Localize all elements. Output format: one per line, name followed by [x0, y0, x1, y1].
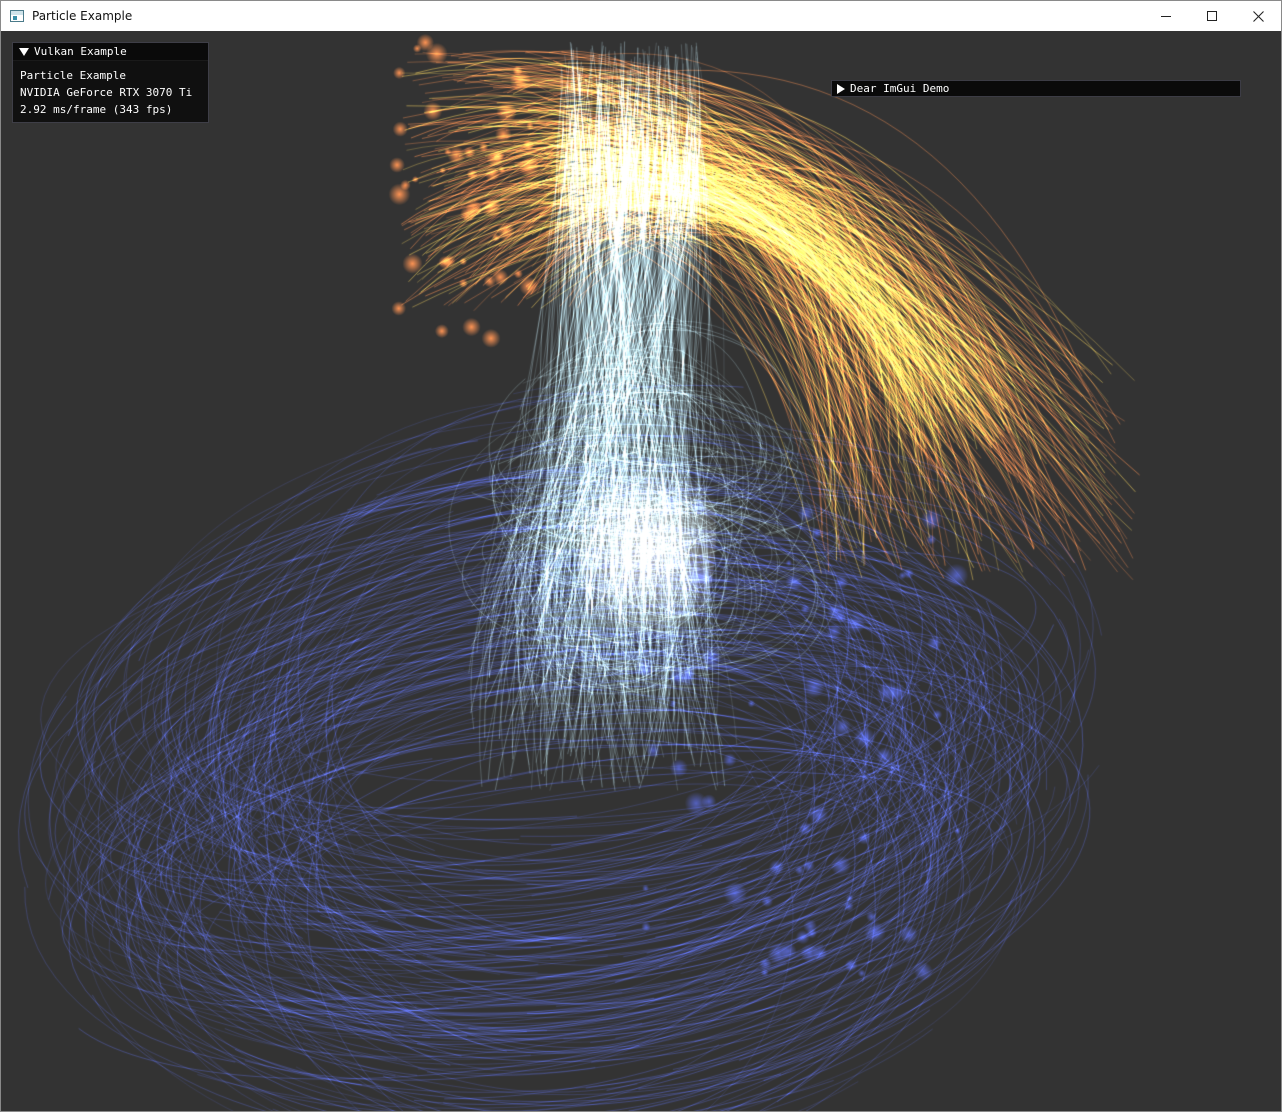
particle-canvas[interactable] — [1, 31, 1281, 1111]
expand-arrow-icon[interactable] — [837, 83, 845, 94]
app-window-icon — [10, 10, 24, 22]
overlay-line-gpu-name: NVIDIA GeForce RTX 3070 Ti — [20, 86, 193, 99]
maximize-icon — [1207, 11, 1217, 21]
collapse-arrow-icon[interactable] — [19, 47, 29, 56]
window-controls — [1143, 1, 1281, 31]
demo-window-title: Dear ImGui Demo — [850, 82, 950, 95]
render-viewport[interactable]: Vulkan Example Particle Example NVIDIA G… — [1, 31, 1281, 1111]
close-icon — [1252, 10, 1264, 22]
minimize-icon — [1161, 16, 1171, 17]
overlay-line-example-name: Particle Example — [20, 69, 126, 82]
imgui-demo-window-collapsed[interactable]: Dear ImGui Demo — [831, 80, 1241, 97]
vulkan-example-overlay[interactable]: Vulkan Example Particle Example NVIDIA G… — [12, 42, 209, 123]
overlay-header[interactable]: Vulkan Example — [13, 43, 208, 61]
window-title: Particle Example — [32, 9, 133, 23]
maximize-button[interactable] — [1189, 1, 1235, 31]
overlay-line-frame-time: 2.92 ms/frame (343 fps) — [20, 103, 173, 116]
overlay-body: Particle Example NVIDIA GeForce RTX 3070… — [13, 61, 208, 118]
overlay-title: Vulkan Example — [34, 45, 127, 58]
title-bar[interactable]: Particle Example — [1, 1, 1281, 31]
close-button[interactable] — [1235, 1, 1281, 31]
minimize-button[interactable] — [1143, 1, 1189, 31]
